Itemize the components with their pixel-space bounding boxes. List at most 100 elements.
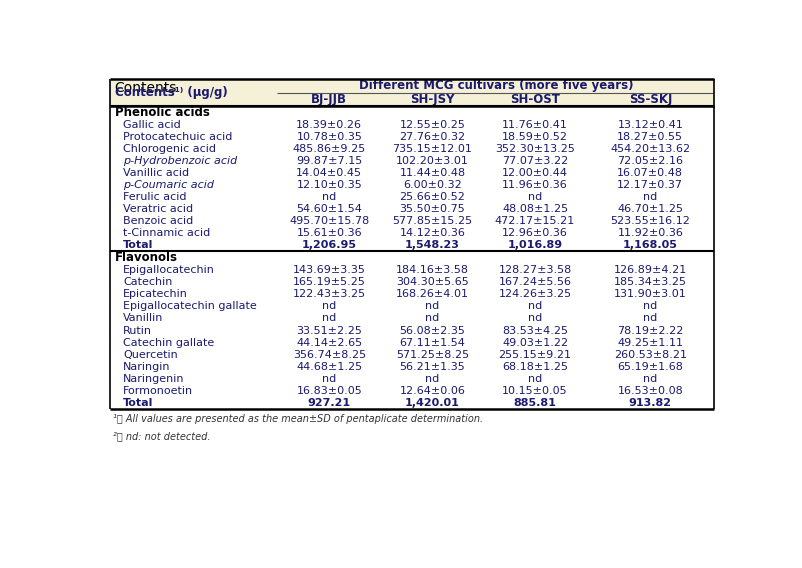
Text: 352.30±13.25: 352.30±13.25	[495, 144, 575, 154]
Text: nd: nd	[528, 314, 542, 324]
Text: 523.55±16.12: 523.55±16.12	[610, 216, 691, 226]
Text: 12.64±0.06: 12.64±0.06	[399, 386, 465, 396]
Text: Naringenin: Naringenin	[124, 374, 184, 384]
Text: nd: nd	[643, 302, 658, 311]
Text: nd: nd	[528, 192, 542, 202]
Text: 356.74±8.25: 356.74±8.25	[293, 350, 366, 360]
Text: ¹⧳ All values are presented as the mean±SD of pentaplicate determination.: ¹⧳ All values are presented as the mean±…	[112, 414, 483, 424]
Text: 67.11±1.54: 67.11±1.54	[399, 337, 465, 348]
Text: 11.92±0.36: 11.92±0.36	[618, 228, 683, 238]
Text: Gallic acid: Gallic acid	[124, 120, 181, 130]
Text: Chlorogenic acid: Chlorogenic acid	[124, 144, 217, 154]
Text: 102.20±3.01: 102.20±3.01	[396, 156, 469, 166]
Text: Benzoic acid: Benzoic acid	[124, 216, 193, 226]
Text: 495.70±15.78: 495.70±15.78	[290, 216, 370, 226]
Text: Flavonols: Flavonols	[115, 251, 177, 264]
Text: 25.66±0.52: 25.66±0.52	[399, 192, 465, 202]
Text: 12.96±0.36: 12.96±0.36	[502, 228, 568, 238]
Text: 15.61±0.36: 15.61±0.36	[297, 228, 363, 238]
Text: nd: nd	[643, 192, 658, 202]
Text: Catechin gallate: Catechin gallate	[124, 337, 214, 348]
Text: 128.27±3.58: 128.27±3.58	[498, 265, 572, 275]
Text: Ferulic acid: Ferulic acid	[124, 192, 187, 202]
Text: 44.68±1.25: 44.68±1.25	[296, 362, 363, 371]
Text: SS-SKJ: SS-SKJ	[629, 93, 672, 106]
Text: 49.25±1.11: 49.25±1.11	[618, 337, 683, 348]
Text: ²⧳ nd: not detected.: ²⧳ nd: not detected.	[112, 431, 210, 441]
Text: 885.81: 885.81	[513, 398, 557, 408]
Text: 11.76±0.41: 11.76±0.41	[502, 120, 568, 130]
Text: 168.26±4.01: 168.26±4.01	[396, 290, 469, 299]
Text: Vanillin: Vanillin	[124, 314, 164, 324]
Text: 13.12±0.41: 13.12±0.41	[618, 120, 683, 130]
Text: 6.00±0.32: 6.00±0.32	[403, 180, 462, 190]
Text: 1,016.89: 1,016.89	[508, 240, 562, 250]
Text: 131.90±3.01: 131.90±3.01	[614, 290, 687, 299]
Text: 68.18±1.25: 68.18±1.25	[502, 362, 568, 371]
Text: 14.12±0.36: 14.12±0.36	[399, 228, 465, 238]
Text: 18.39±0.26: 18.39±0.26	[296, 120, 363, 130]
Text: 77.07±3.22: 77.07±3.22	[502, 156, 568, 166]
Text: 54.60±1.54: 54.60±1.54	[297, 204, 363, 214]
Text: 1,168.05: 1,168.05	[623, 240, 678, 250]
Text: 18.27±0.55: 18.27±0.55	[618, 132, 683, 142]
Text: 78.19±2.22: 78.19±2.22	[617, 325, 683, 336]
Text: nd: nd	[425, 374, 439, 384]
Text: 571.25±8.25: 571.25±8.25	[396, 350, 469, 360]
Text: 12.17±0.37: 12.17±0.37	[618, 180, 683, 190]
Text: 304.30±5.65: 304.30±5.65	[396, 277, 469, 287]
Text: 49.03±1.22: 49.03±1.22	[502, 337, 568, 348]
Text: 35.50±0.75: 35.50±0.75	[399, 204, 465, 214]
Text: nd: nd	[425, 302, 439, 311]
Text: 56.21±1.35: 56.21±1.35	[399, 362, 465, 371]
Text: Vanillic acid: Vanillic acid	[124, 168, 189, 178]
Text: 255.15±9.21: 255.15±9.21	[499, 350, 572, 360]
Text: 11.96±0.36: 11.96±0.36	[502, 180, 568, 190]
Text: 1,420.01: 1,420.01	[405, 398, 460, 408]
Text: nd: nd	[322, 314, 336, 324]
Text: Protocatechuic acid: Protocatechuic acid	[124, 132, 233, 142]
Text: SH-JSY: SH-JSY	[410, 93, 455, 106]
Text: Contents: Contents	[115, 81, 177, 95]
Text: SH-OST: SH-OST	[510, 93, 560, 106]
Bar	[110, 93, 715, 106]
Text: Epigallocatechin gallate: Epigallocatechin gallate	[124, 302, 257, 311]
Text: 16.53±0.08: 16.53±0.08	[618, 386, 683, 396]
Text: 12.00±0.44: 12.00±0.44	[502, 168, 568, 178]
Text: 12.55±0.25: 12.55±0.25	[399, 120, 465, 130]
Text: 122.43±3.25: 122.43±3.25	[293, 290, 366, 299]
Text: nd: nd	[528, 374, 542, 384]
Text: Phenolic acids: Phenolic acids	[115, 106, 209, 119]
Text: 48.08±1.25: 48.08±1.25	[502, 204, 568, 214]
Text: nd: nd	[425, 314, 439, 324]
Text: 1,548.23: 1,548.23	[405, 240, 460, 250]
Text: 472.17±15.21: 472.17±15.21	[495, 216, 575, 226]
Text: 83.53±4.25: 83.53±4.25	[502, 325, 568, 336]
Text: 143.69±3.35: 143.69±3.35	[293, 265, 366, 275]
Text: Total: Total	[124, 240, 154, 250]
Text: Veratric acid: Veratric acid	[124, 204, 193, 214]
Text: 927.21: 927.21	[308, 398, 350, 408]
Text: 56.08±2.35: 56.08±2.35	[399, 325, 465, 336]
Text: Rutin: Rutin	[124, 325, 152, 336]
Text: nd: nd	[643, 374, 658, 384]
Text: Naringin: Naringin	[124, 362, 171, 371]
Text: Total: Total	[124, 398, 154, 408]
Text: 44.14±2.65: 44.14±2.65	[296, 337, 363, 348]
Text: 10.78±0.35: 10.78±0.35	[297, 132, 363, 142]
Text: 260.53±8.21: 260.53±8.21	[614, 350, 687, 360]
Text: Formonoetin: Formonoetin	[124, 386, 193, 396]
Text: 185.34±3.25: 185.34±3.25	[614, 277, 687, 287]
Text: 27.76±0.32: 27.76±0.32	[399, 132, 465, 142]
Text: Quercetin: Quercetin	[124, 350, 178, 360]
Text: 18.59±0.52: 18.59±0.52	[502, 132, 568, 142]
Text: nd: nd	[322, 302, 336, 311]
Text: Epicatechin: Epicatechin	[124, 290, 188, 299]
Text: 33.51±2.25: 33.51±2.25	[297, 325, 363, 336]
Text: nd: nd	[643, 314, 658, 324]
Text: 184.16±3.58: 184.16±3.58	[396, 265, 469, 275]
Text: Epigallocatechin: Epigallocatechin	[124, 265, 215, 275]
Text: 12.10±0.35: 12.10±0.35	[297, 180, 363, 190]
Text: 14.04±0.45: 14.04±0.45	[296, 168, 363, 178]
Text: 454.20±13.62: 454.20±13.62	[610, 144, 691, 154]
